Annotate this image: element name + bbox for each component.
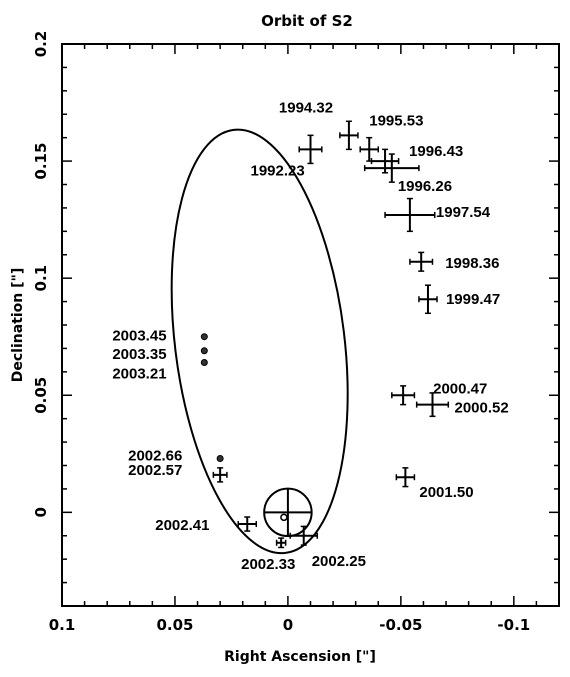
data-point <box>200 347 208 355</box>
x-tick-label: 0 <box>283 616 293 634</box>
data-point <box>363 153 420 183</box>
point-label: 2003.35 <box>112 346 166 363</box>
data-point <box>212 467 228 483</box>
data-point <box>200 333 208 341</box>
point-label: 2002.57 <box>128 462 182 479</box>
data-point <box>359 136 380 162</box>
point-label: 2003.21 <box>112 365 166 382</box>
point-label: 2003.45 <box>112 328 166 345</box>
data-point <box>409 251 434 272</box>
data-points <box>200 120 450 549</box>
point-label: 2002.66 <box>128 447 182 464</box>
x-axis-label: Right Ascension ["] <box>224 649 376 665</box>
y-axis-label: Declination ["] <box>10 268 26 382</box>
point-label: 2000.47 <box>433 380 487 397</box>
y-tick-label: 0 <box>32 507 50 517</box>
point-label: 1999.47 <box>446 291 500 308</box>
point-labels: 1992.23 1994.32 1995.53 1996.43 1996.26 1997.… <box>112 99 508 572</box>
point-label: 1998.36 <box>445 255 499 272</box>
y-tick-label: 0.15 <box>32 143 50 180</box>
orbit-fit-group <box>170 128 349 555</box>
point-marker <box>200 347 208 355</box>
axis-ticks <box>61 43 560 607</box>
y-tick-label: 0.05 <box>32 377 50 414</box>
data-point <box>370 148 400 174</box>
data-point <box>391 385 416 406</box>
x-tick-label: -0.1 <box>497 616 530 634</box>
point-label: 2000.52 <box>454 400 508 417</box>
y-tick-label: 0.2 <box>32 31 50 58</box>
x-tick-label: 0.1 <box>49 616 76 634</box>
y-tick-label: 0.1 <box>32 265 50 292</box>
x-tick-label: 0.05 <box>156 616 193 634</box>
point-label: 1992.23 <box>251 162 305 179</box>
point-marker <box>216 454 224 462</box>
point-marker <box>200 333 208 341</box>
data-point <box>384 197 436 233</box>
point-marker <box>200 358 208 366</box>
point-label: 2001.50 <box>419 484 473 501</box>
point-label: 2002.25 <box>312 553 366 570</box>
y-tick-labels: 0 0.05 0.1 0.15 0.2 <box>32 31 50 518</box>
orbit-ellipse <box>170 128 349 555</box>
center-marker-group <box>263 487 313 538</box>
point-label: 1996.26 <box>398 178 452 195</box>
center-small-circle <box>280 513 288 522</box>
data-point <box>200 358 208 366</box>
data-point <box>395 467 416 488</box>
x-tick-label: -0.05 <box>379 616 422 634</box>
data-point <box>216 454 224 462</box>
x-tick-labels: 0.1 0.05 0 -0.05 -0.1 <box>49 616 531 634</box>
data-point <box>339 120 359 151</box>
data-point <box>237 516 258 532</box>
point-label: 1996.43 <box>409 143 463 160</box>
data-point <box>275 537 287 549</box>
data-point <box>418 284 438 315</box>
point-label: 2002.41 <box>155 517 209 534</box>
data-point <box>298 134 323 165</box>
point-label: 1997.54 <box>436 204 491 221</box>
point-label: 2002.33 <box>241 556 295 573</box>
point-label: 1995.53 <box>369 112 423 129</box>
data-point <box>289 525 319 546</box>
chart-title: Orbit of S2 <box>261 12 353 30</box>
data-point <box>415 392 450 418</box>
point-label: 1994.32 <box>279 99 333 116</box>
